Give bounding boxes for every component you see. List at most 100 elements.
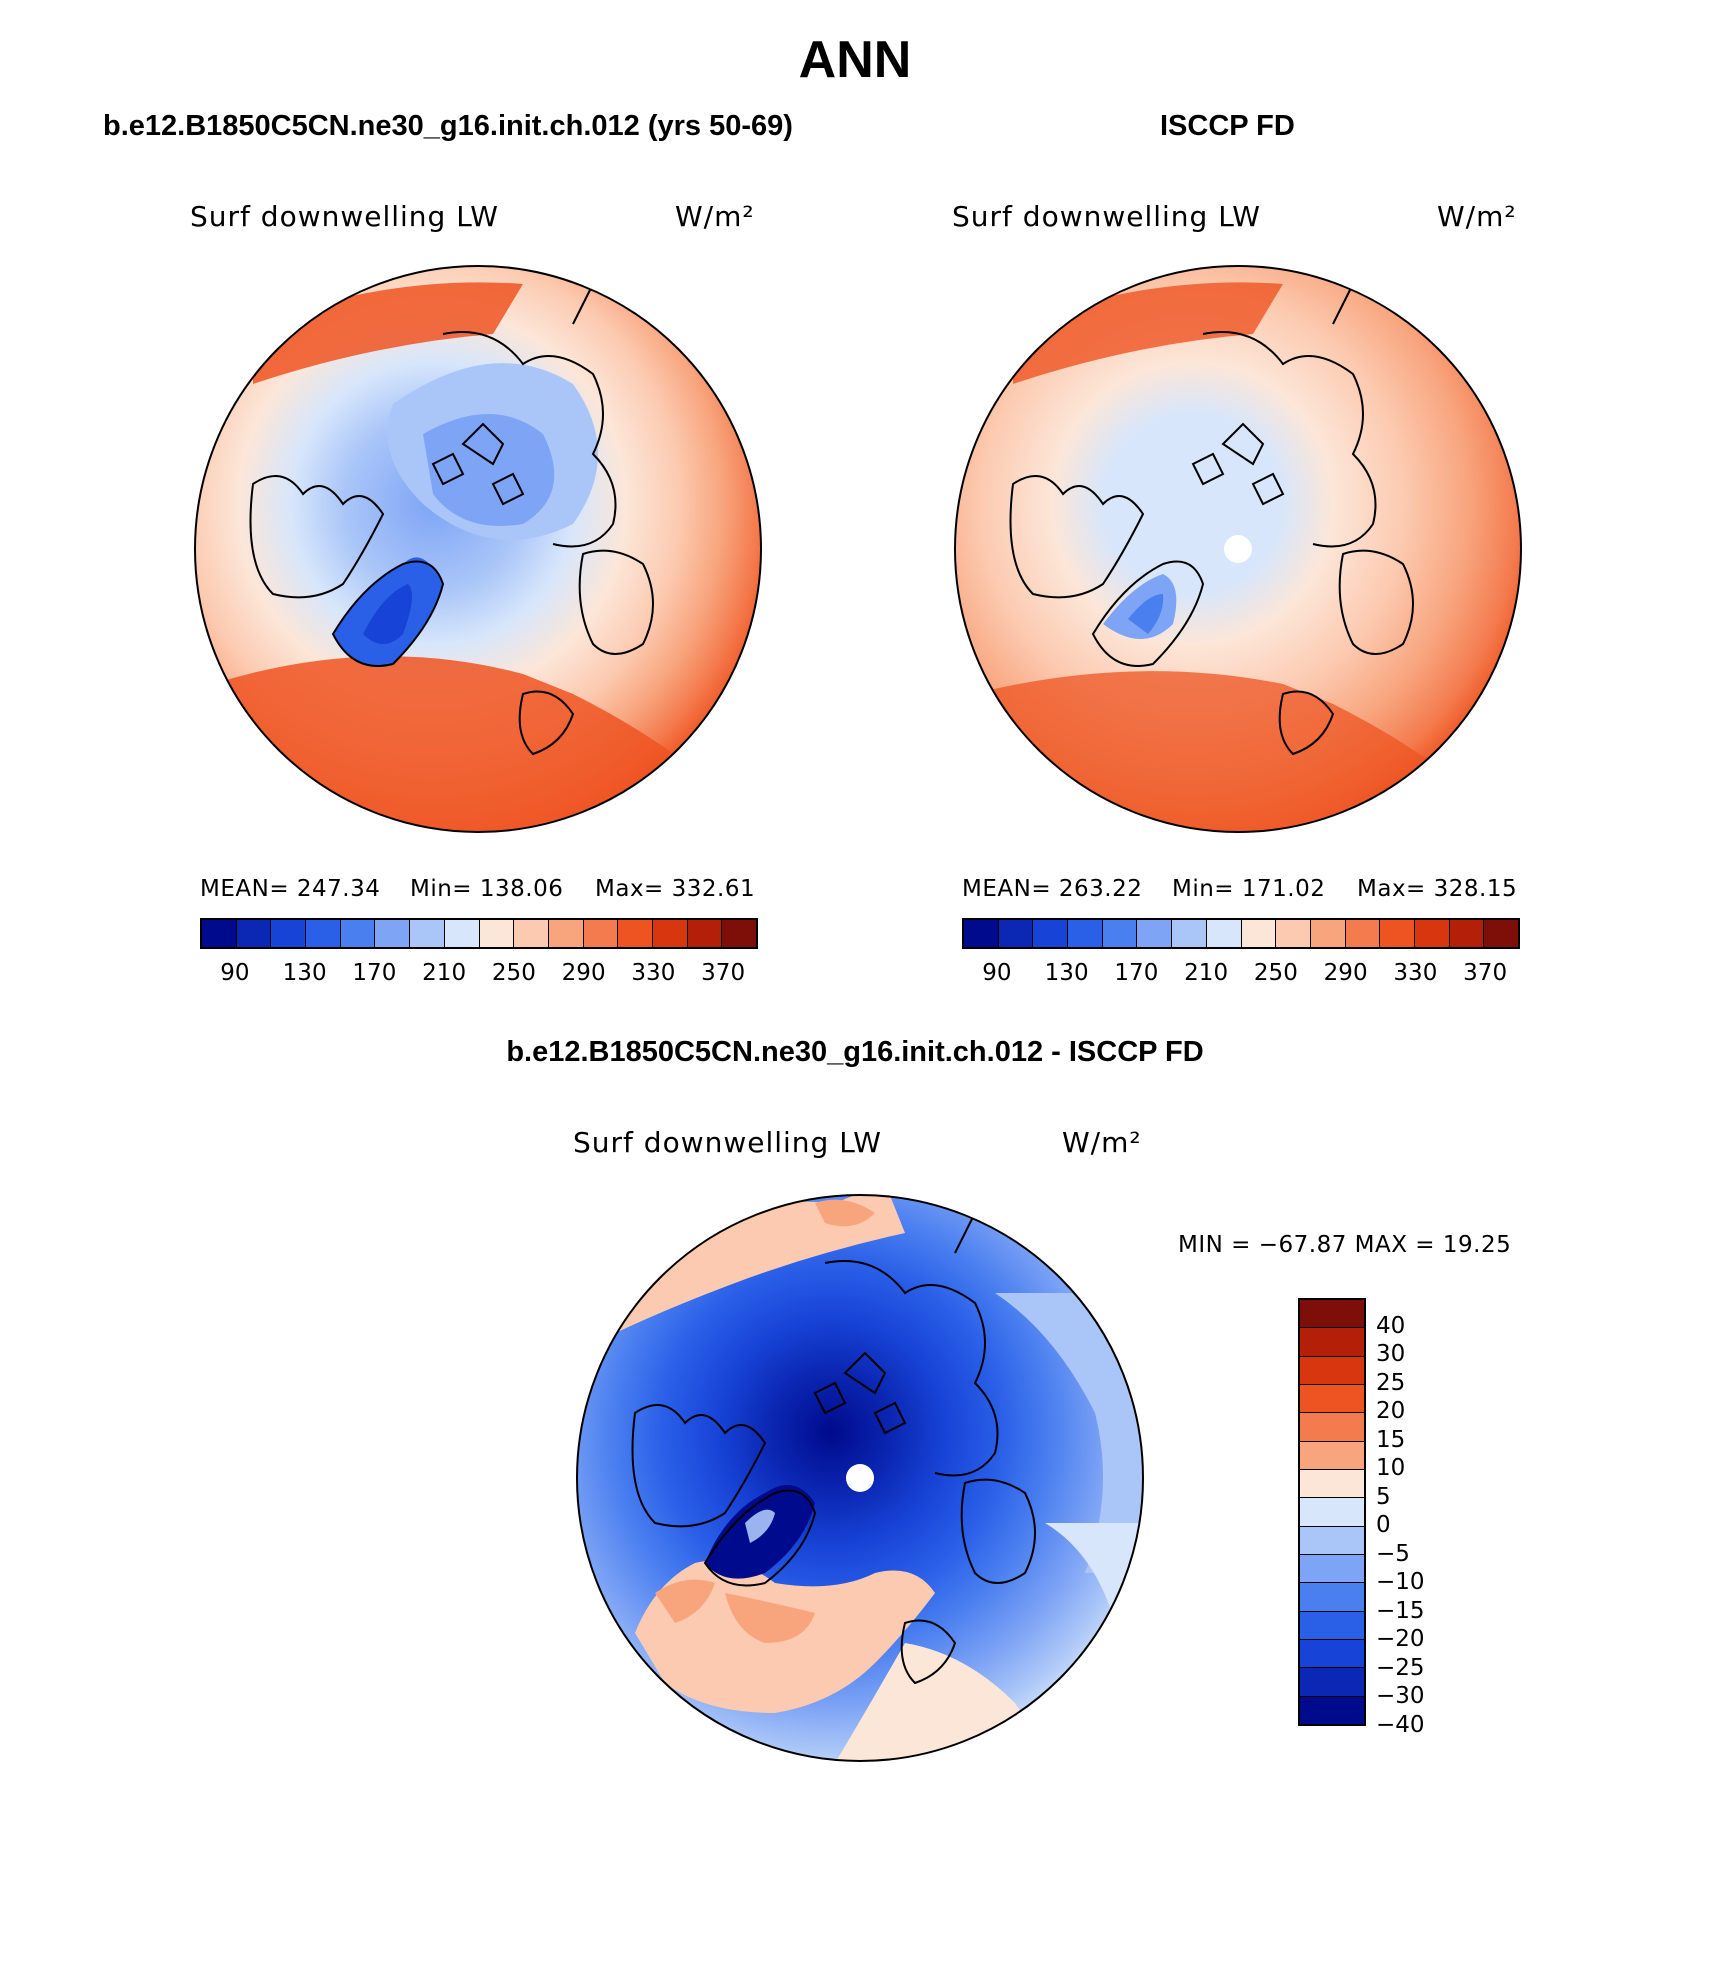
panel-1-variable: Surf downwelling LW [190, 200, 499, 233]
colorbar-swatch [271, 920, 307, 947]
colorbar-swatch [306, 920, 341, 947]
colorbar-tick-label: 250 [491, 960, 536, 986]
panel-3-variable: Surf downwelling LW [573, 1126, 882, 1159]
colorbar-tick-label: 250 [1253, 960, 1298, 986]
colorbar-swatch [998, 920, 1034, 947]
colorbar-tick-label: 290 [1323, 960, 1368, 986]
colorbar-swatch [1300, 1583, 1364, 1612]
colorbar-swatch [1102, 920, 1138, 947]
colorbar-swatch [548, 920, 584, 947]
colorbar-swatch [1449, 920, 1485, 947]
colorbar-swatch [236, 920, 272, 947]
colorbar-swatch [1300, 1356, 1364, 1385]
panel-2-mean: MEAN= 263.22 [962, 876, 1143, 902]
colorbar-tick-label: 30 [1376, 1341, 1406, 1368]
colorbar-tick-label: 10 [1376, 1455, 1406, 1482]
colorbar-swatch [1033, 920, 1069, 947]
colorbar-tick-label: 20 [1376, 1398, 1406, 1425]
colorbar-swatch [1300, 1696, 1364, 1724]
colorbar-tick-label: −25 [1376, 1654, 1425, 1681]
colorbar-swatch [1300, 1554, 1364, 1584]
colorbar-tick-label: 5 [1376, 1483, 1391, 1510]
panel-2-colorbar [962, 918, 1520, 949]
colorbar-tick-label: −5 [1376, 1540, 1410, 1567]
panel-2-subtitle: ISCCP FD [1160, 110, 1295, 142]
colorbar-swatch [1300, 1300, 1364, 1329]
panel-1-colorbar [200, 918, 758, 949]
panel-2-units: W/m² [1437, 200, 1517, 233]
panel-3-polar-map [576, 1194, 1144, 1762]
panel-1-mean: MEAN= 247.34 [200, 876, 381, 902]
colorbar-swatch [514, 920, 549, 947]
panel-1-max: Max= 332.61 [595, 876, 756, 902]
panel-2-min: Min= 171.02 [1172, 876, 1326, 902]
panel-3-units: W/m² [1062, 1126, 1142, 1159]
colorbar-swatch [722, 920, 756, 947]
colorbar-tick-label: 330 [1393, 960, 1438, 986]
colorbar-tick-label: −15 [1376, 1597, 1425, 1624]
panel-2-max: Max= 328.15 [1357, 876, 1518, 902]
colorbar-swatch [202, 920, 237, 947]
colorbar-tick-label: 210 [1184, 960, 1229, 986]
colorbar-swatch [340, 920, 376, 947]
colorbar-swatch [1300, 1413, 1364, 1442]
colorbar-swatch [1414, 920, 1450, 947]
colorbar-swatch [1241, 920, 1277, 947]
panel-3-minmax: MIN = −67.87 MAX = 19.25 [1178, 1232, 1512, 1258]
colorbar-swatch [444, 920, 480, 947]
colorbar-swatch [1300, 1384, 1364, 1414]
figure-title: ANN [798, 31, 912, 89]
colorbar-tick-label: 25 [1376, 1369, 1406, 1396]
colorbar-tick-label: 290 [561, 960, 606, 986]
colorbar-swatch [1068, 920, 1103, 947]
colorbar-swatch [964, 920, 999, 947]
colorbar-tick-label: 130 [282, 960, 327, 986]
panel-1-min: Min= 138.06 [410, 876, 564, 902]
panel-2-variable: Surf downwelling LW [952, 200, 1261, 233]
colorbar-tick-label: −40 [1376, 1712, 1425, 1738]
colorbar-tick-label: −30 [1376, 1683, 1425, 1710]
colorbar-swatch [1310, 920, 1346, 947]
colorbar-swatch [1300, 1441, 1364, 1470]
colorbar-swatch [1276, 920, 1311, 947]
colorbar-swatch [618, 920, 653, 947]
colorbar-swatch [1300, 1611, 1364, 1640]
panel-1-subtitle: b.e12.B1850C5CN.ne30_g16.init.ch.012 (yr… [103, 110, 793, 142]
colorbar-swatch [1206, 920, 1242, 947]
colorbar-tick-label: 15 [1376, 1426, 1406, 1453]
colorbar-swatch [1484, 920, 1518, 947]
colorbar-swatch [1300, 1639, 1364, 1669]
panel-2-pole-mask [1224, 535, 1252, 563]
colorbar-swatch [1300, 1526, 1364, 1555]
colorbar-swatch [1172, 920, 1207, 947]
colorbar-swatch [1345, 920, 1381, 947]
colorbar-swatch [687, 920, 723, 947]
colorbar-tick-label: 210 [422, 960, 467, 986]
colorbar-swatch [1137, 920, 1173, 947]
colorbar-tick-label: 90 [982, 960, 1012, 986]
panel-1-units: W/m² [675, 200, 755, 233]
colorbar-tick-label: 130 [1044, 960, 1089, 986]
panel-3-colorbar [1298, 1298, 1366, 1726]
colorbar-swatch [1300, 1328, 1364, 1357]
colorbar-tick-label: 330 [631, 960, 676, 986]
colorbar-swatch [652, 920, 688, 947]
colorbar-tick-label: 90 [220, 960, 250, 986]
colorbar-tick-label: −20 [1376, 1626, 1425, 1653]
colorbar-tick-label: 370 [1463, 960, 1508, 986]
colorbar-swatch [1380, 920, 1415, 947]
colorbar-tick-label: 170 [1114, 960, 1159, 986]
colorbar-swatch [1300, 1469, 1364, 1499]
colorbar-swatch [1300, 1498, 1364, 1527]
colorbar-tick-label: −10 [1376, 1569, 1425, 1596]
panel-3-subtitle: b.e12.B1850C5CN.ne30_g16.init.ch.012 - I… [506, 1036, 1204, 1068]
colorbar-swatch [410, 920, 445, 947]
colorbar-tick-label: 370 [701, 960, 746, 986]
colorbar-tick-label: 170 [352, 960, 397, 986]
colorbar-tick-label: 40 [1376, 1312, 1406, 1339]
panel-3-pole-mask [846, 1464, 874, 1492]
panel-2-polar-map [954, 265, 1522, 833]
colorbar-swatch [583, 920, 619, 947]
colorbar-tick-label: 0 [1376, 1512, 1391, 1539]
panel-1-polar-map [194, 265, 762, 833]
